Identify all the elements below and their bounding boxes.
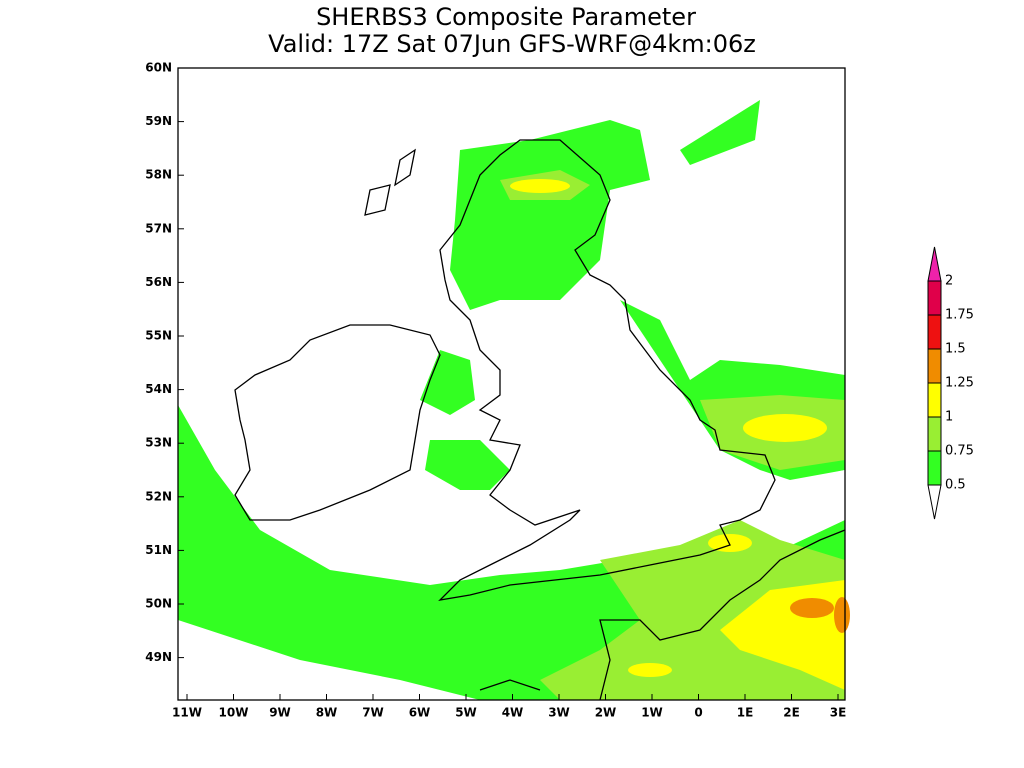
lat-label: 50N [145, 597, 172, 611]
lon-label: 9W [269, 706, 291, 720]
colorbar-segment [927, 382, 942, 418]
lon-label: 7W [362, 706, 384, 720]
lat-label: 49N [145, 650, 172, 664]
lon-label: 0 [694, 706, 702, 720]
subtitle: Valid: 17Z Sat 07Jun GFS-WRF@4km:06z [268, 30, 756, 58]
lat-label: 55N [145, 329, 172, 343]
colorbar-segment [927, 314, 942, 350]
lat-label: 51N [145, 543, 172, 557]
colorbar-label: 1.25 [945, 376, 974, 391]
lat-label: 58N [145, 168, 172, 182]
colorbar-label: 1.5 [945, 342, 966, 357]
lon-label: 1E [737, 706, 754, 720]
lon-label: 1W [641, 706, 663, 720]
colorbar-label: 0.75 [945, 444, 974, 459]
lat-label: 60N [145, 61, 172, 75]
lat-label: 56N [145, 275, 172, 289]
lon-label: 4W [502, 706, 524, 720]
lon-label: 5W [455, 706, 477, 720]
map-field [177, 67, 850, 701]
lat-label: 59N [145, 114, 172, 128]
colorbar-label: 2 [945, 274, 953, 289]
colorbar-label: 1.75 [945, 308, 974, 323]
lon-label: 10W [219, 706, 249, 720]
colorbar-bottom [927, 484, 942, 520]
lon-label: 3E [830, 706, 847, 720]
lon-label: 6W [409, 706, 431, 720]
lon-label: 2W [595, 706, 617, 720]
lon-label: 2E [783, 706, 800, 720]
lat-label: 53N [145, 436, 172, 450]
axis-labels: 60N 59N 58N 57N 56N 55N 54N 53N 52N 51N 50N 49N 11W 1… [145, 61, 846, 720]
lon-label: 3W [548, 706, 570, 720]
colorbar-segment [927, 450, 942, 486]
colorbar-label: 0.5 [945, 478, 966, 493]
lat-label: 57N [145, 221, 172, 235]
colorbar-segment [927, 416, 942, 452]
lon-label: 8W [316, 706, 338, 720]
colorbar-label: 1 [945, 410, 953, 425]
colorbar-segment [927, 280, 942, 316]
lat-label: 54N [145, 382, 172, 396]
lat-label: 52N [145, 489, 172, 503]
title: SHERBS3 Composite Parameter [316, 3, 696, 31]
colorbar-top [927, 246, 942, 282]
lon-label: 11W [172, 706, 202, 720]
colorbar-segment [927, 348, 942, 384]
colorbar: 0.5 0.75 1 1.25 1.5 1.75 2 [927, 246, 974, 520]
